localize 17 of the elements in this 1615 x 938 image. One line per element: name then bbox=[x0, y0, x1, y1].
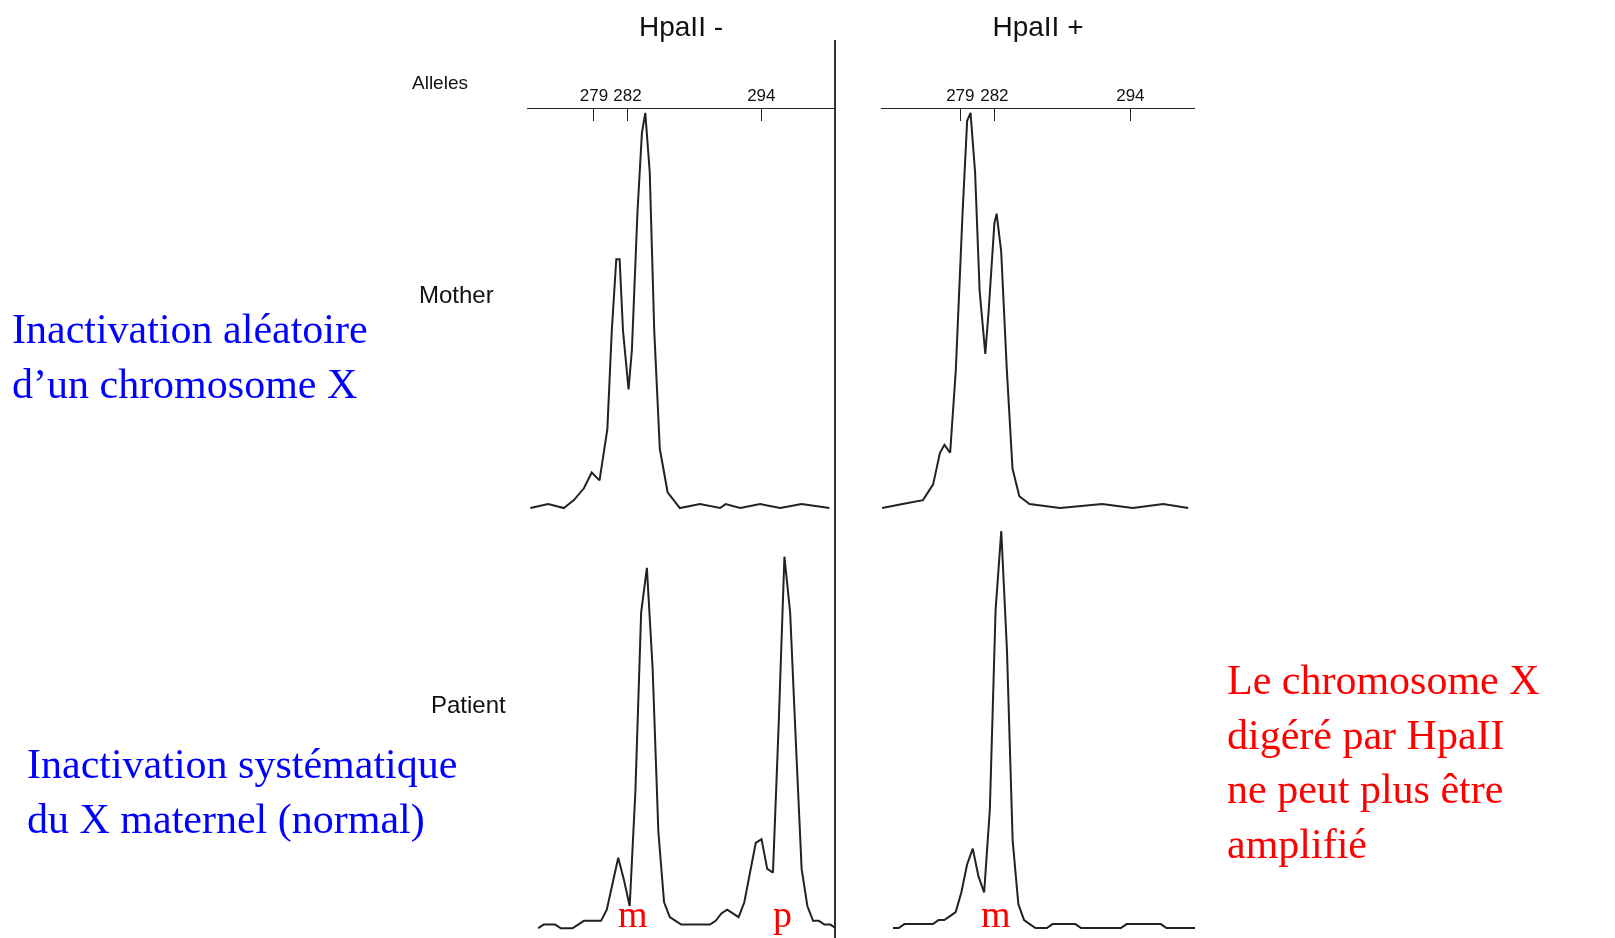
annotation: m bbox=[618, 893, 648, 935]
text: Inactivation aléatoire d’un chromosome X bbox=[12, 306, 368, 407]
x-tick-label: 279 bbox=[946, 85, 975, 105]
text: Inactivation systématique du X maternel (normal) bbox=[27, 741, 458, 843]
chart-title: HpaII - bbox=[638, 10, 724, 42]
x-axis-title: Alleles bbox=[412, 72, 468, 93]
x-tick-label: 282 bbox=[980, 85, 1009, 105]
text: Le chromosome X digéré par HpaII ne peut plus être amplifié bbox=[1227, 657, 1540, 867]
annotation: p bbox=[773, 893, 792, 935]
x-tick-label: 282 bbox=[613, 85, 642, 105]
annotation: m bbox=[981, 893, 1011, 935]
x-tick-label: 294 bbox=[1116, 85, 1145, 105]
chart-title: HpaII + bbox=[992, 10, 1084, 42]
y-axis-title: Mother bbox=[419, 281, 494, 308]
x-tick-label: 279 bbox=[579, 85, 609, 105]
y-axis-title: Patient bbox=[431, 691, 507, 718]
x-tick-label: 294 bbox=[747, 85, 776, 105]
